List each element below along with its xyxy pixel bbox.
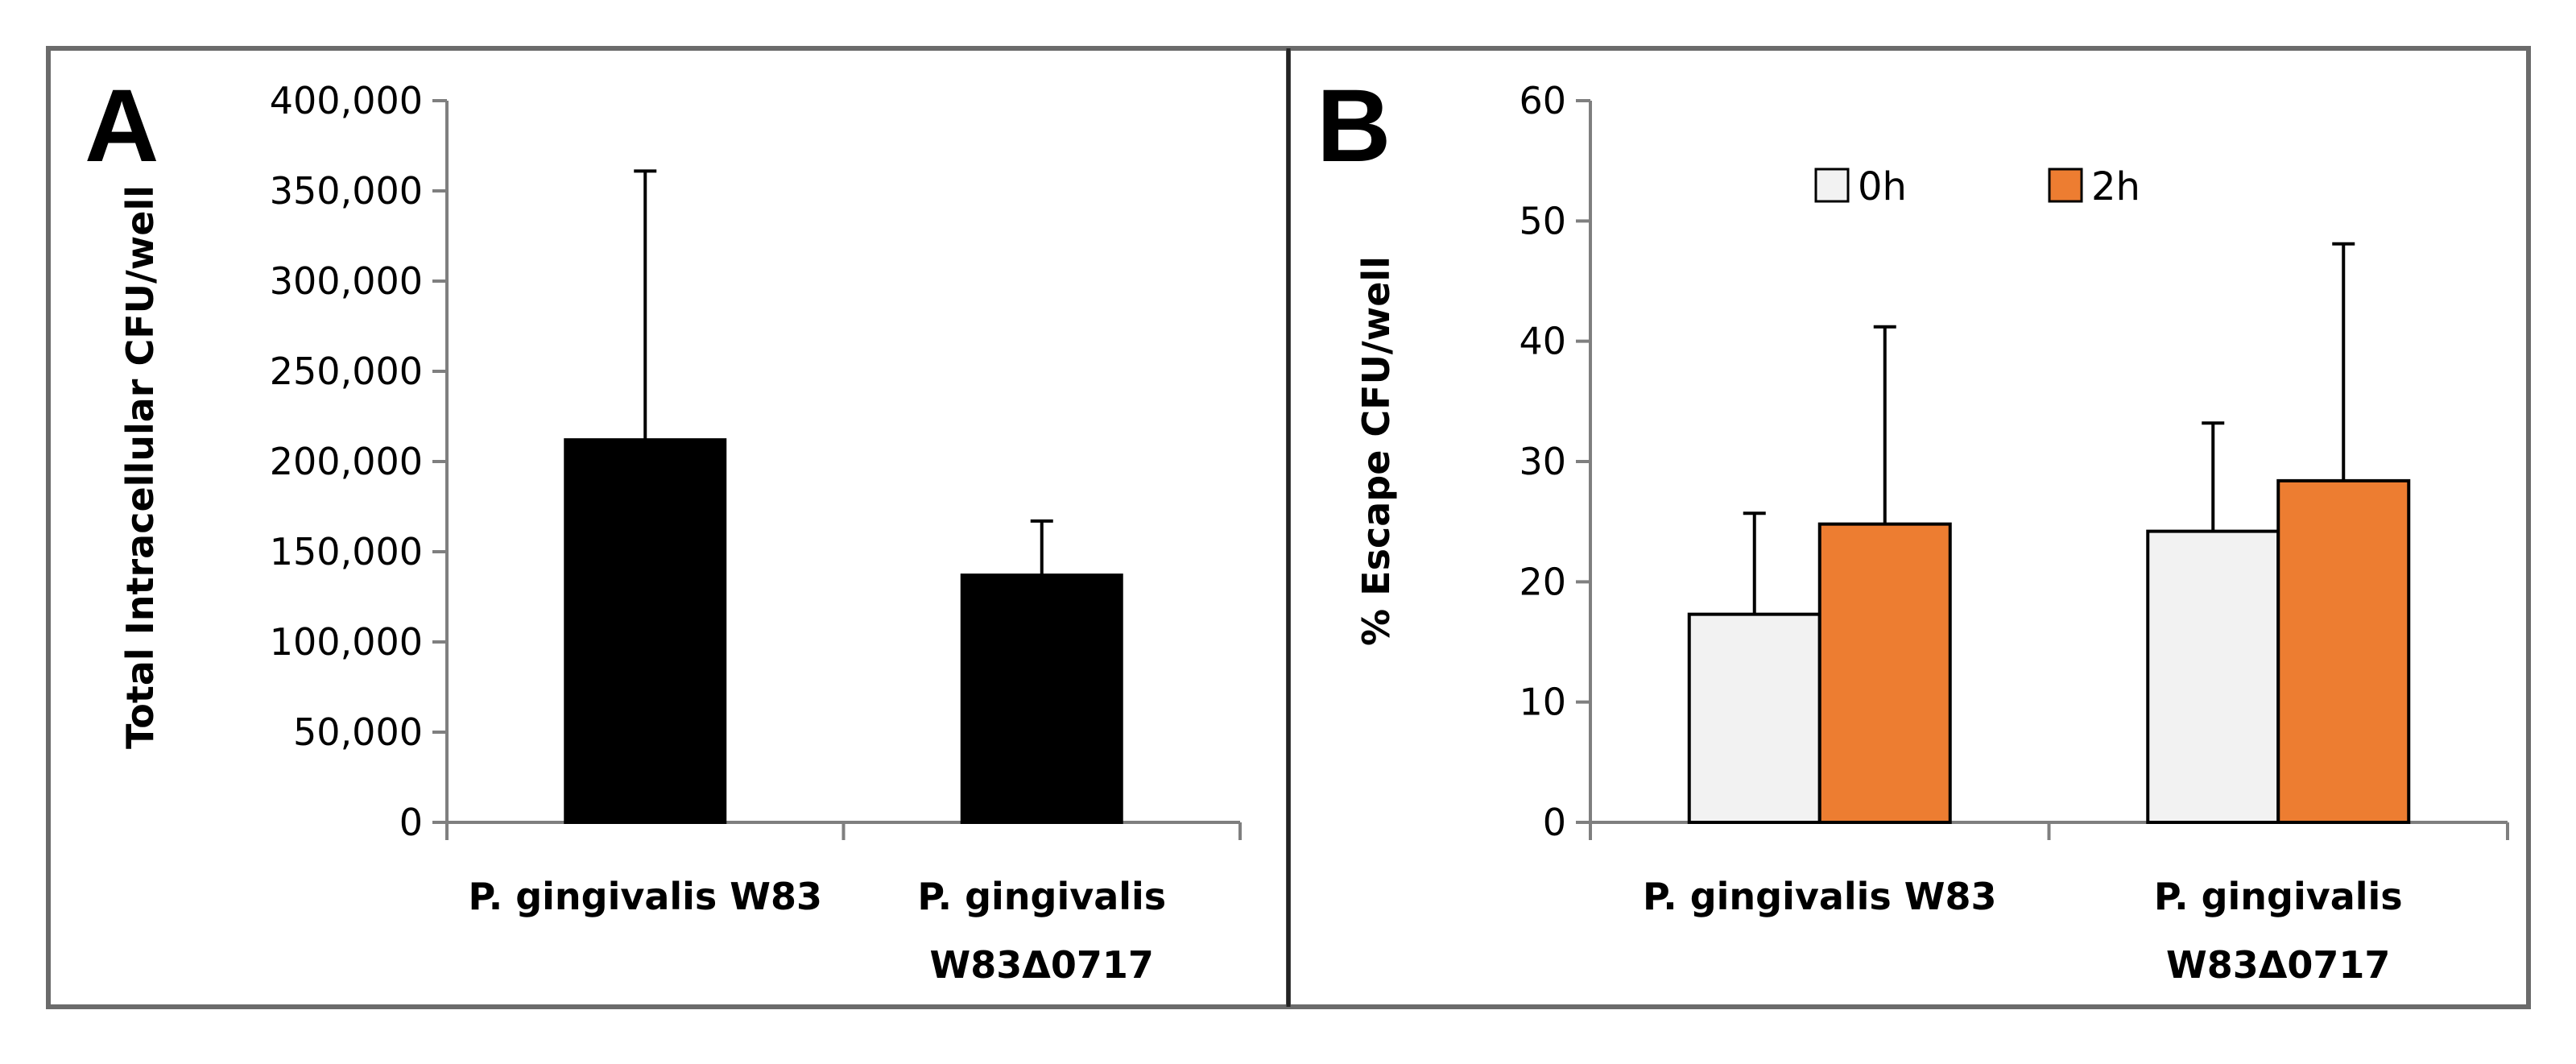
panel-a-category-label: P. gingivalis: [917, 875, 1166, 918]
panel-b-ylabel: % Escape CFU/well: [1354, 256, 1398, 646]
panel-b-legend-label: 0h: [1858, 164, 1907, 209]
panel-b-legend-swatch: [2048, 168, 2083, 203]
panel-b-y-tick-label: 10: [1519, 681, 1566, 724]
panel-b-y-tick-label: 50: [1519, 199, 1566, 242]
panel-a-y-tick-label: 150,000: [270, 530, 423, 573]
panel-a-y-tick-label: 400,000: [270, 79, 423, 122]
panel-a-plot: 0 50,000 100,000 150,000 200,000 250,000 300,0…: [270, 79, 1242, 987]
panel-b-category-label: P. gingivalis W83: [1643, 875, 1997, 918]
panel-b-bar: [1817, 522, 1952, 824]
panel-a-y-tick-label: 350,000: [270, 169, 423, 213]
panel-a-label: A: [85, 68, 159, 184]
panel-a-ylabel: Total Intracellular CFU/well: [118, 185, 162, 749]
panel-a-y-tick-label: 250,000: [270, 350, 423, 393]
panel-b-plot: 0 10 20 30 40 50 60 P. gingivalis W83 P. gingiva…: [1519, 79, 2509, 987]
panel-b-y-tick-label: 60: [1519, 79, 1566, 122]
panel-a-y-tick-label: 0: [399, 801, 423, 844]
panel-b-y-tick-label: 40: [1519, 320, 1566, 363]
panel-b-y-tick-label: 30: [1519, 440, 1566, 483]
panel-b-bar: [1687, 612, 1821, 824]
panel-a-category-label: W83Δ0717: [930, 943, 1154, 987]
panel-a-y-tick-label: 100,000: [270, 620, 423, 664]
panel-b-bar: [2146, 529, 2280, 824]
panel-b-category-label: W83Δ0717: [2166, 943, 2390, 987]
panel-b-label: B: [1317, 68, 1391, 184]
panel-b-category-label: P. gingivalis: [2154, 875, 2403, 918]
panel-a-y-tick-label: 200,000: [270, 440, 423, 483]
panel-a-y-tick-label: 300,000: [270, 259, 423, 303]
panel-b-y-tick-label: 20: [1519, 560, 1566, 603]
panel-a-y-tick-label: 50,000: [293, 710, 423, 754]
panel-b-bar: [2276, 478, 2411, 824]
panel-a-bar: [564, 438, 727, 824]
panel-b-y-tick-label: 0: [1543, 801, 1566, 844]
panel-a-category-label: P. gingivalis W83: [468, 875, 822, 918]
panel-a-bar: [960, 573, 1123, 824]
panel-b-legend-label: 2h: [2091, 164, 2140, 209]
panel-b-legend-swatch: [1814, 168, 1850, 203]
